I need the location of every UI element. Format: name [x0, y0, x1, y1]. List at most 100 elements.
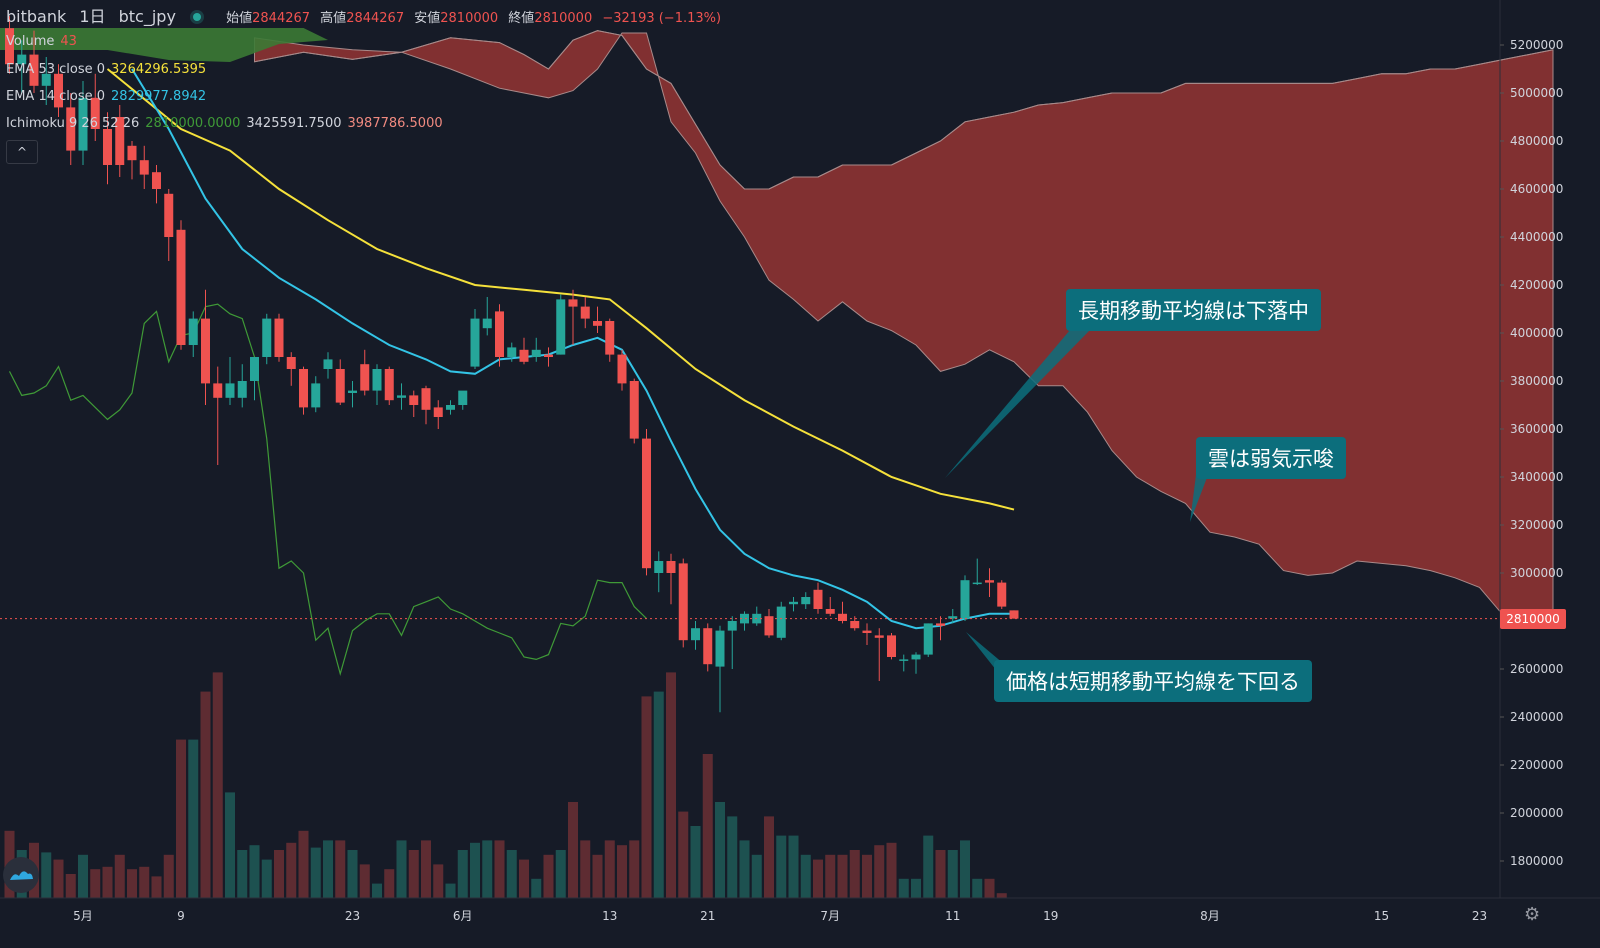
x-tick-label: 5月	[73, 909, 93, 923]
x-tick-label: 23	[1472, 909, 1487, 923]
interval-label[interactable]: 1日	[79, 7, 106, 26]
candle-body	[213, 383, 223, 398]
cloud-bearish-area	[254, 30, 1554, 622]
candle-body	[446, 405, 455, 410]
volume-bar	[996, 893, 1007, 898]
volume-bar	[494, 840, 505, 898]
candle-body	[470, 318, 480, 367]
exchange-name[interactable]: bitbank	[6, 7, 67, 26]
candle-body	[348, 390, 357, 393]
callout-long-ma[interactable]: 長期移動平均線は下落中	[1066, 289, 1321, 331]
legend-ema53[interactable]: EMA 53 close 0 3264296.5395	[6, 62, 212, 77]
callout-long-ma-pointer	[945, 330, 1090, 478]
high-label: 高値	[320, 11, 347, 26]
close-label: 終値	[508, 11, 535, 26]
volume-bar	[984, 878, 995, 898]
symbol-name[interactable]: btc_jpy	[118, 7, 176, 26]
volume-bar	[286, 842, 297, 898]
volume-bar	[629, 840, 640, 898]
legend-ema14[interactable]: EMA 14 close 0 2829977.8942	[6, 89, 212, 104]
volume-bar	[519, 859, 529, 898]
volume-bar	[825, 854, 836, 898]
candle-body	[507, 347, 517, 357]
volume-bar	[163, 854, 174, 898]
legend-ichimoku[interactable]: Ichimoku 9 26 52 26 2810000.0000 3425591.7…	[6, 116, 449, 131]
candle-body	[691, 628, 700, 641]
candle-body	[629, 381, 639, 439]
chevron-up-icon: ^	[16, 145, 28, 159]
volume-bar	[261, 859, 272, 898]
y-tick-label: 3600000	[1510, 422, 1563, 436]
callout-price[interactable]: 価格は短期移動平均線を下回る	[994, 660, 1312, 702]
candle-body	[335, 369, 345, 403]
candle-body	[409, 395, 419, 405]
legend-ichimoku-v2: 3425591.7500	[246, 116, 342, 131]
volume-bar	[310, 847, 321, 898]
legend-volume[interactable]: Volume 43	[6, 34, 83, 49]
volume-bar	[457, 850, 468, 898]
candle-body	[838, 613, 847, 621]
candle-body	[593, 321, 602, 326]
candle-body	[103, 129, 112, 165]
candle-body	[801, 597, 811, 605]
candle-body	[899, 659, 909, 661]
volume-bar	[445, 883, 456, 898]
y-tick-label: 2400000	[1510, 710, 1563, 724]
candle-body	[41, 73, 51, 86]
volume-bar	[935, 850, 946, 898]
candle-body	[703, 628, 713, 665]
candle-body	[948, 616, 958, 619]
volume-bar	[947, 850, 958, 898]
change-value: −32193 (−1.13%)	[602, 11, 722, 26]
y-tick-label: 3400000	[1510, 470, 1563, 484]
volume-bar	[359, 864, 370, 898]
gear-icon[interactable]: ⚙	[1524, 904, 1541, 925]
volume-bar	[421, 840, 431, 898]
x-tick-label: 8月	[1200, 909, 1220, 923]
tradingview-logo-icon[interactable]	[3, 857, 39, 893]
candle-body	[115, 117, 125, 165]
candle-body	[90, 97, 100, 129]
candle-body	[789, 601, 798, 605]
candle-body	[54, 73, 63, 108]
volume-bar	[690, 826, 701, 898]
volume-bar	[274, 850, 284, 898]
candle-body	[299, 369, 308, 408]
candle-body	[985, 580, 994, 583]
ohlc-values: 始値2844267 高値2844267 安値2810000 終値2810000 …	[220, 11, 721, 26]
candle-body	[923, 623, 933, 655]
candle-body	[495, 311, 504, 357]
candle-body	[642, 438, 651, 569]
candle-body	[997, 582, 1007, 607]
symbol-header: bitbank 1日 btc_jpy 始値2844267 高値2844267 安…	[6, 3, 721, 27]
volume-bar	[139, 866, 150, 898]
y-tick-label: 4800000	[1510, 134, 1563, 148]
candle-body	[323, 359, 333, 369]
candle-body	[66, 107, 76, 151]
legend-collapse-button[interactable]: ^	[6, 140, 38, 164]
volume-bar	[886, 842, 897, 898]
candle-body	[458, 390, 468, 405]
candle-body	[188, 318, 198, 345]
legend-volume-value: 43	[60, 34, 77, 49]
ema53-path	[106, 68, 1015, 511]
legend-ema53-value: 3264296.5395	[111, 62, 207, 77]
volume-bar	[592, 854, 603, 898]
ema53-line	[106, 68, 1015, 511]
x-tick-label: 11	[945, 909, 960, 923]
volume-bar	[298, 830, 309, 898]
candle-body	[727, 621, 737, 631]
volume-bar	[408, 850, 419, 898]
callout-cloud[interactable]: 雲は弱気示唆	[1196, 437, 1346, 479]
candle-body	[384, 369, 394, 401]
volume-bar	[776, 835, 787, 898]
candle-body	[5, 28, 14, 65]
volume-bar	[482, 840, 493, 898]
volume-bar	[543, 854, 554, 898]
candle-body	[813, 589, 823, 609]
candle-body	[262, 318, 272, 357]
candle-body	[568, 299, 578, 307]
y-tick-label: 3800000	[1510, 374, 1563, 388]
